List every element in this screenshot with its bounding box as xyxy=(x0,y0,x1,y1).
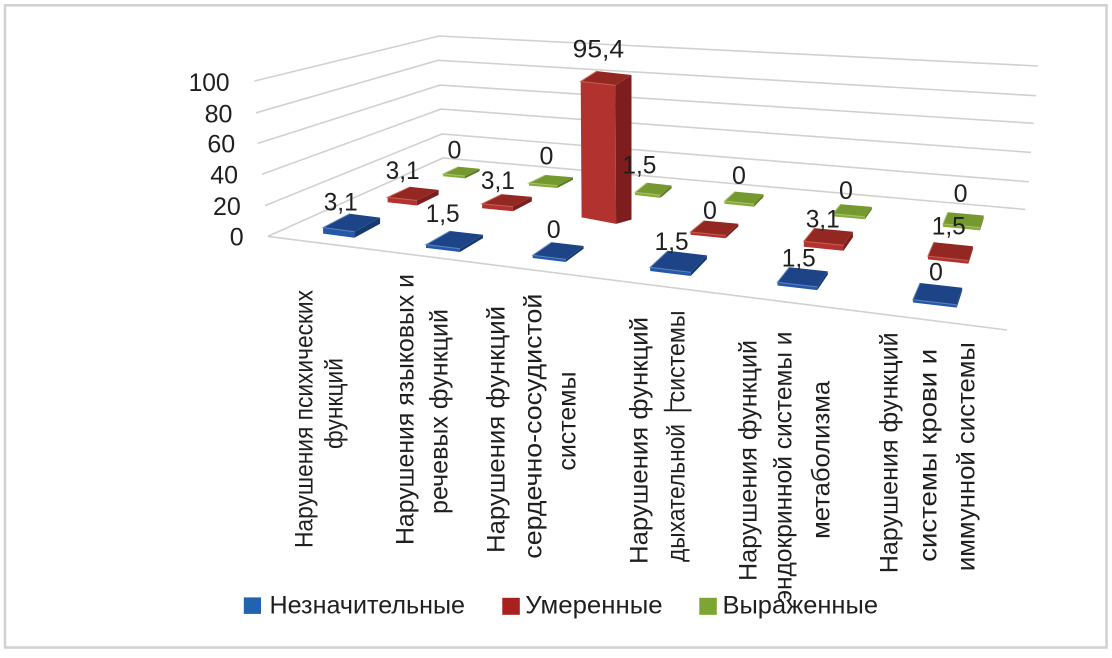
svg-text:системы крови и: системы крови и xyxy=(915,349,943,562)
svg-text:1,5: 1,5 xyxy=(655,228,689,256)
svg-text:0: 0 xyxy=(539,143,553,171)
svg-text:1,5: 1,5 xyxy=(622,152,656,180)
svg-text:сердечно-сосудистой: сердечно-сосудистой xyxy=(520,294,548,559)
svg-text:дыхательной: дыхательной xyxy=(663,424,691,562)
svg-text:0: 0 xyxy=(839,177,853,205)
svg-text:иммунной системы: иммунной системы xyxy=(953,342,981,571)
svg-text:3,1: 3,1 xyxy=(806,205,840,233)
svg-text:Нарушения языковых и: Нарушения языковых и xyxy=(392,274,420,545)
svg-text:0: 0 xyxy=(703,197,717,225)
svg-text:1,5: 1,5 xyxy=(782,244,816,272)
svg-text:95,4: 95,4 xyxy=(573,36,624,64)
svg-text:3,1: 3,1 xyxy=(481,167,515,195)
svg-text:метаболизма: метаболизма xyxy=(808,381,836,539)
svg-text:1,5: 1,5 xyxy=(932,213,966,241)
svg-text:0: 0 xyxy=(929,259,943,287)
svg-text:Выраженные: Выраженные xyxy=(723,592,879,620)
svg-text:эндокринной системы и: эндокринной системы и xyxy=(770,332,798,603)
svg-text:0: 0 xyxy=(448,136,462,164)
svg-text:Нарушения функций: Нарушения функций xyxy=(735,340,763,581)
svg-text:0: 0 xyxy=(732,162,746,190)
svg-text:функций: функций xyxy=(321,358,349,449)
svg-text:20: 20 xyxy=(213,193,241,221)
svg-text:Нарушения функций: Нарушения функций xyxy=(876,332,904,573)
svg-text:Умеренные: Умеренные xyxy=(525,592,662,620)
svg-text:Незначительные: Незначительные xyxy=(270,592,466,620)
svg-text:40: 40 xyxy=(210,162,238,190)
svg-text:60: 60 xyxy=(207,131,235,159)
svg-text:80: 80 xyxy=(205,100,233,128)
svg-text:Нарушения психических: Нарушения психических xyxy=(291,290,319,548)
svg-text:речевых функций: речевых функций xyxy=(426,309,454,514)
svg-text:0: 0 xyxy=(954,180,968,208)
svg-text:системы: системы xyxy=(663,311,691,403)
svg-text:Нарушения функций: Нарушения функций xyxy=(483,306,511,553)
svg-text:Нарушения функций: Нарушения функций xyxy=(626,317,654,564)
svg-text:100: 100 xyxy=(189,69,230,97)
svg-text:0: 0 xyxy=(230,223,244,251)
svg-text:системы: системы xyxy=(554,372,582,471)
svg-text:1,5: 1,5 xyxy=(426,200,460,228)
svg-text:3,1: 3,1 xyxy=(386,157,420,185)
svg-text:3,1: 3,1 xyxy=(324,188,358,216)
svg-text:0: 0 xyxy=(547,216,561,244)
